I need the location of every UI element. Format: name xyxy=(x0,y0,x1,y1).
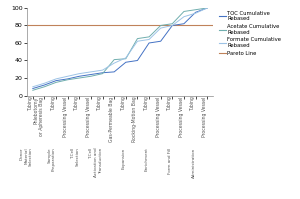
Text: Processing Vessel: Processing Vessel xyxy=(63,97,68,137)
Text: T-Cell
Activation and
Transduction: T-Cell Activation and Transduction xyxy=(89,147,103,177)
Text: Donor
Material
Selection: Donor Material Selection xyxy=(20,147,33,166)
Text: Gas-Permeable Bag: Gas-Permeable Bag xyxy=(109,97,114,142)
Text: Phlebotomy
or Apheresis Bag: Phlebotomy or Apheresis Bag xyxy=(34,97,44,136)
Text: Tubing: Tubing xyxy=(144,97,149,111)
Text: Tubing: Tubing xyxy=(98,97,103,111)
Text: Enrichment: Enrichment xyxy=(145,147,149,171)
Text: Processing Vessel: Processing Vessel xyxy=(86,97,91,137)
Text: Tubing: Tubing xyxy=(121,97,126,111)
Text: Administration: Administration xyxy=(192,147,196,178)
Text: Tubing: Tubing xyxy=(28,97,33,111)
Text: Processing Vessel: Processing Vessel xyxy=(202,97,207,137)
Legend: TOC Cumulative
Rebased, Acetate Cumulative
Rebased, Formate Cumulative
Rebased, : TOC Cumulative Rebased, Acetate Cumulati… xyxy=(219,11,281,56)
Text: Tubing: Tubing xyxy=(167,97,172,111)
Text: Processing Vessel: Processing Vessel xyxy=(156,97,161,137)
Text: T-Cell
Selection: T-Cell Selection xyxy=(71,147,79,166)
Text: Expansion: Expansion xyxy=(122,147,126,169)
Text: Tubing: Tubing xyxy=(74,97,79,111)
Text: Tubing: Tubing xyxy=(190,97,196,111)
Text: Processing Vessel: Processing Vessel xyxy=(179,97,184,137)
Text: Sample
Preparation: Sample Preparation xyxy=(47,147,56,171)
Text: Form and Fill: Form and Fill xyxy=(168,147,172,174)
Text: Tubing: Tubing xyxy=(51,97,56,111)
Text: Rocking-Motion Bag: Rocking-Motion Bag xyxy=(132,97,137,142)
